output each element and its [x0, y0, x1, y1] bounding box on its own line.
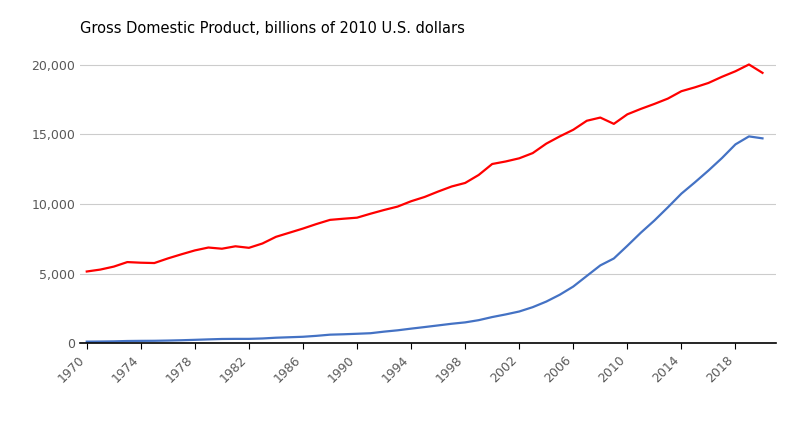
USA [730, 69, 740, 74]
USA [569, 127, 578, 132]
China [569, 284, 578, 289]
China [744, 134, 754, 139]
USA [298, 226, 308, 231]
Line: USA: USA [86, 65, 762, 271]
China [758, 136, 767, 141]
USA [744, 62, 754, 67]
USA [285, 230, 294, 235]
China [528, 304, 538, 310]
China [730, 142, 740, 147]
USA [528, 150, 538, 156]
USA [758, 70, 767, 76]
China [285, 334, 294, 340]
USA [230, 244, 240, 249]
USA [82, 269, 91, 274]
Text: Gross Domestic Product, billions of 2010 U.S. dollars: Gross Domestic Product, billions of 2010… [80, 21, 465, 36]
China [82, 339, 91, 344]
Line: China: China [86, 136, 762, 341]
China [298, 334, 308, 339]
China [230, 336, 240, 341]
